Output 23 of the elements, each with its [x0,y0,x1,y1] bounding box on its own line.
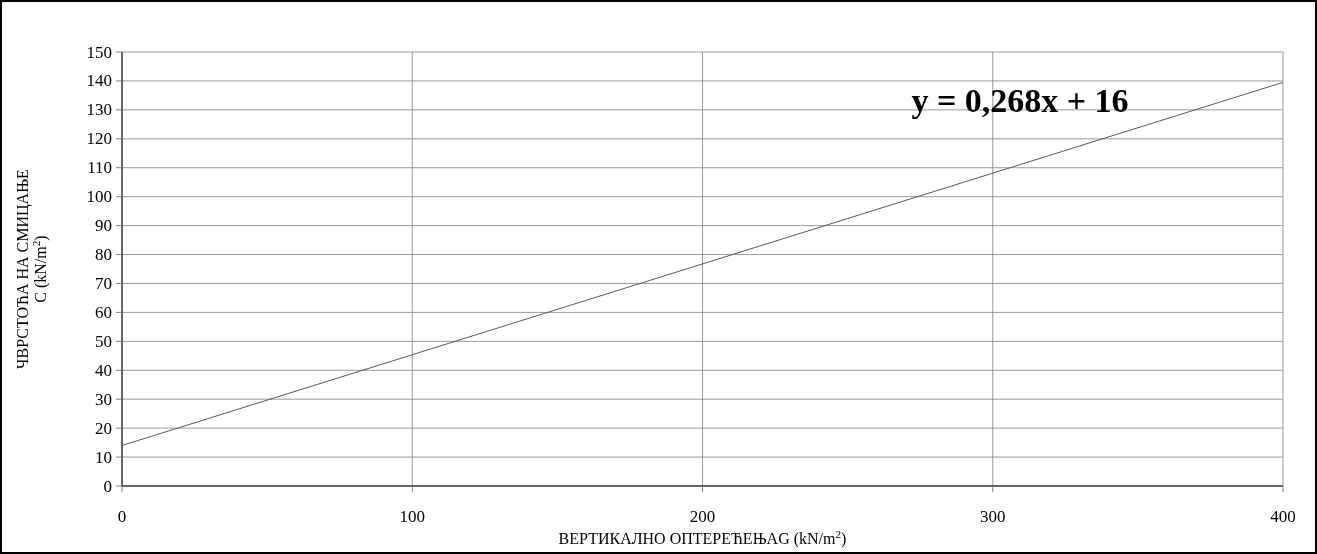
y-tick-label: 10 [95,447,112,467]
y-tick-label: 0 [103,476,112,496]
y-tick-label: 90 [95,216,112,236]
x-tick-label: 100 [399,507,425,526]
y-tick-label: 70 [95,273,112,293]
y-tick-label: 40 [95,360,112,380]
y-tick-label: 30 [95,389,112,409]
y-tick-label: 60 [95,302,112,322]
y-tick-label: 110 [87,158,112,178]
y-tick-label: 80 [95,245,112,265]
y-tick-label: 100 [86,187,112,207]
x-axis-title: ВЕРТИКАЛНО ОПТЕРЕЋЕЊАG (kN/m$^{2}$) [558,528,847,548]
x-tick-label: 0 [117,507,127,526]
y-tick-label: 130 [86,100,112,120]
y-tick-label: 20 [95,418,112,438]
y-tick-label: 140 [86,71,112,91]
annotation: y = 0,268x + 16 [911,82,1129,119]
y-tick-label: 150 [86,42,112,62]
y-tick-label: 50 [95,331,112,351]
x-tick-label: 200 [689,507,716,526]
y-tick-label: 120 [86,129,112,149]
x-tick-label: 400 [1270,507,1296,526]
x-tick-label: 300 [980,507,1006,526]
